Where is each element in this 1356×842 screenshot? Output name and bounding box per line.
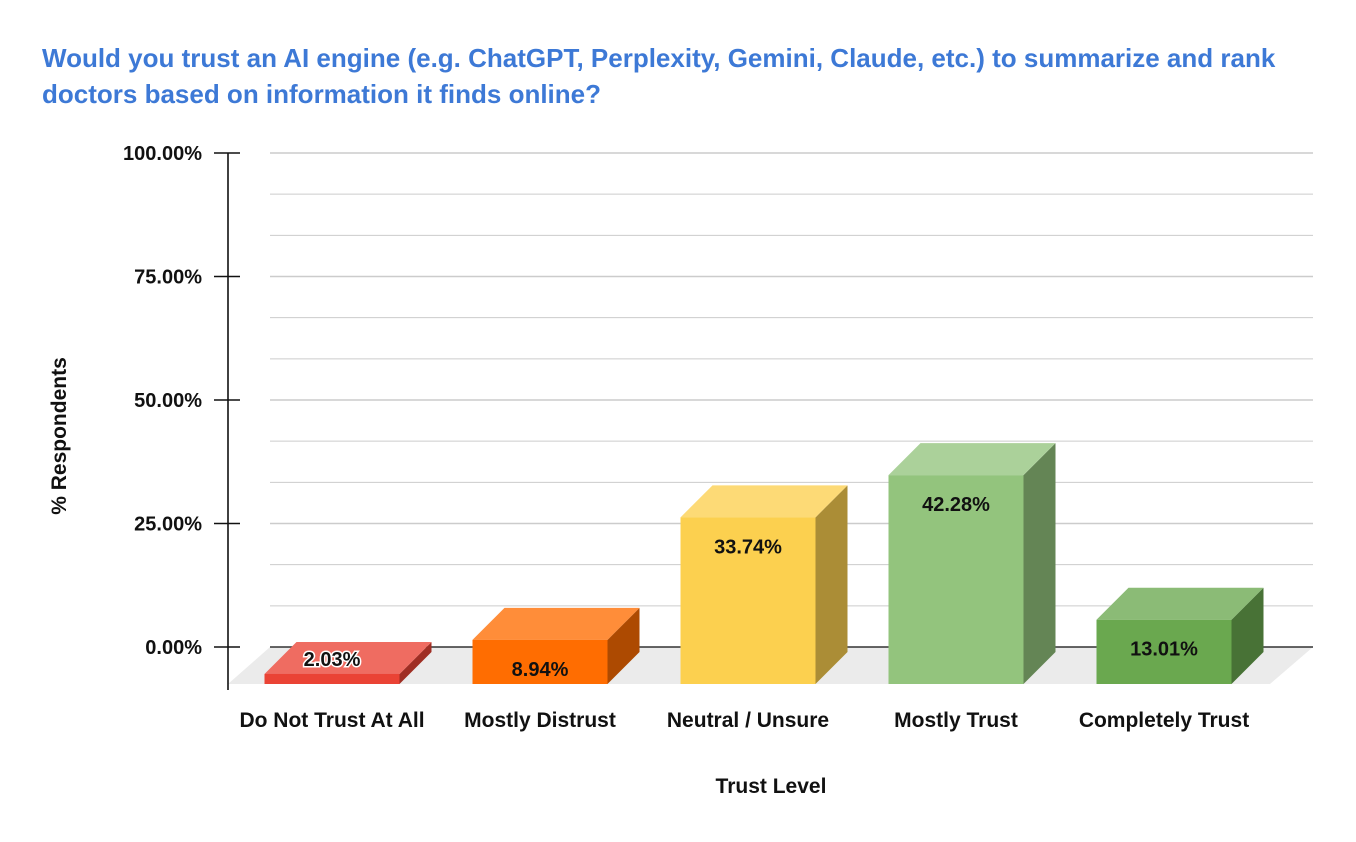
chart-title: Would you trust an AI engine (e.g. ChatG… — [42, 43, 1276, 109]
bar-front — [264, 673, 400, 684]
x-tick-label: Mostly Trust — [894, 709, 1018, 732]
y-tick-label: 75.00% — [134, 267, 202, 289]
bar-top — [472, 607, 640, 640]
bar-top — [1096, 587, 1264, 620]
bar-3 — [888, 443, 1056, 684]
bar-front — [888, 475, 1024, 684]
value-labels: 2.03% Do Not Trust At All 8.94% Mostly Dist… — [239, 494, 1249, 732]
value-label: 13.01% — [1130, 639, 1198, 661]
y-tick-label: 50.00% — [134, 390, 202, 412]
bar-4 — [1096, 587, 1264, 684]
bar-side — [607, 607, 640, 684]
y-axis-label: % Respondents — [48, 357, 71, 515]
value-label: 2.03% — [304, 649, 361, 671]
bar-side — [1231, 587, 1264, 684]
bar-1 — [472, 607, 640, 684]
value-label: 8.94% — [512, 659, 569, 681]
value-label: 33.74% — [714, 536, 782, 558]
bars — [264, 443, 1264, 684]
y-tick-label: 100.00% — [123, 143, 202, 165]
x-axis-label: Trust Level — [716, 775, 827, 798]
bar-0 — [264, 641, 432, 684]
bar-side — [399, 641, 432, 684]
y-axis: 0.00% 25.00% 50.00% 75.00% 100.00% — [123, 143, 240, 690]
bar-side — [1023, 443, 1056, 684]
x-tick-label: Mostly Distrust — [464, 709, 616, 732]
bar-front — [680, 517, 816, 684]
y-tick-label: 0.00% — [145, 637, 202, 659]
bar-top — [888, 443, 1056, 476]
bar-front — [472, 639, 608, 684]
value-label: 42.28% — [922, 494, 990, 516]
x-tick-label: Do Not Trust At All — [239, 709, 424, 732]
x-tick-label: Neutral / Unsure — [667, 709, 829, 732]
bar-top — [264, 641, 432, 674]
x-tick-label: Completely Trust — [1079, 709, 1249, 732]
bar-2 — [680, 485, 848, 684]
bar-side — [815, 485, 848, 684]
y-tick-label: 25.00% — [134, 514, 202, 536]
bar-front — [1096, 619, 1232, 684]
bar-top — [680, 485, 848, 518]
